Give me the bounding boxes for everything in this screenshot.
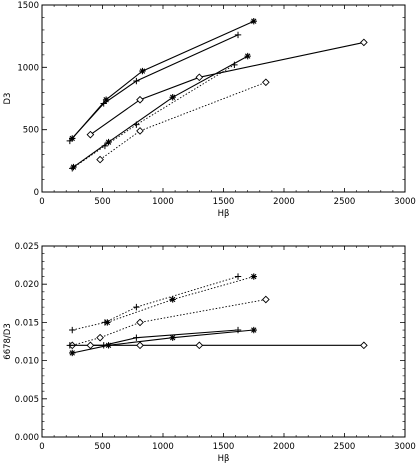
data-point-plus — [133, 77, 140, 85]
x-tick-label: 0 — [39, 442, 44, 452]
x-axis-label: Hβ — [218, 454, 230, 464]
y-tick-label: 1000 — [17, 63, 39, 73]
data-point-plus — [133, 121, 140, 128]
y-tick-label: 0.025 — [15, 242, 39, 252]
bottom-chart: 0 500 1000 1500 2000 2500 3000 0.000 0.005 0.010 0… — [3, 242, 416, 464]
y-tick-label: 0 — [34, 188, 39, 198]
y-tick-label: 0.005 — [15, 395, 39, 405]
data-point-asterisk — [244, 52, 251, 60]
data-point-diamond — [262, 295, 270, 304]
series-line — [72, 64, 235, 169]
data-point-plus — [66, 137, 74, 145]
data-point-diamond — [136, 95, 144, 104]
x-tick-label: 1500 — [213, 197, 235, 207]
data-point-diamond — [360, 38, 368, 47]
data-point-asterisk — [139, 67, 146, 75]
series-4 — [70, 52, 251, 171]
x-tick-label: 2500 — [334, 197, 356, 207]
data-point-diamond — [195, 341, 204, 350]
x-tick-label: 2000 — [273, 442, 295, 452]
series-line — [99, 81, 267, 160]
data-point-plus — [133, 303, 140, 311]
data-point-plus — [100, 100, 107, 107]
y-axis-label: D3 — [3, 93, 13, 105]
data-point-asterisk — [70, 163, 77, 171]
data-point-asterisk — [250, 326, 257, 334]
series-6 — [86, 341, 368, 350]
x-tick-label: 1500 — [213, 442, 235, 452]
plot-frame — [41, 245, 406, 438]
data-point-plus — [101, 319, 109, 326]
x-tick-label: 3000 — [394, 197, 416, 207]
data-point-asterisk — [102, 96, 110, 103]
series-line — [107, 276, 254, 323]
data-point-plus — [231, 61, 238, 69]
x-tick-label: 2000 — [273, 197, 295, 207]
series-2 — [69, 273, 242, 334]
y-tick-label: 1500 — [17, 1, 39, 11]
data-point-diamond — [360, 341, 368, 350]
y-axis-label: 6678/D3 — [3, 323, 13, 359]
series-line — [72, 276, 239, 331]
data-point-diamond — [96, 333, 104, 342]
series-line — [72, 329, 254, 354]
data-point-asterisk — [250, 18, 257, 25]
data-point-plus — [69, 165, 76, 172]
series-line — [90, 41, 365, 136]
data-point-diamond — [86, 130, 95, 139]
x-tick-label: 1000 — [152, 197, 174, 207]
y-tick-label: 0.015 — [15, 318, 39, 328]
data-point-diamond — [86, 341, 95, 350]
series-3 — [86, 38, 368, 139]
data-point-plus — [66, 342, 74, 349]
x-tick-label: 2500 — [334, 442, 356, 452]
x-tick-label: 500 — [94, 442, 110, 452]
series-3 — [68, 295, 270, 350]
series-line — [72, 299, 266, 346]
data-point-diamond — [96, 155, 104, 164]
data-point-diamond — [136, 127, 144, 135]
y-tick-label: 500 — [23, 126, 39, 136]
series-line — [71, 20, 255, 139]
data-point-asterisk — [169, 296, 176, 303]
data-point-asterisk — [69, 349, 76, 357]
data-point-diamond — [136, 341, 144, 350]
data-point-plus — [234, 31, 242, 39]
series-2 — [66, 31, 242, 145]
data-point-asterisk — [169, 334, 176, 341]
data-point-diamond — [195, 73, 204, 82]
data-point-diamond — [136, 318, 144, 327]
data-point-plus — [234, 273, 242, 280]
top-chart: 0 500 1000 1500 2000 2500 3000 0 500 1000 1500 Hβ D3 — [3, 1, 416, 219]
data-point-asterisk — [169, 94, 176, 101]
y-tick-label: 0.000 — [15, 433, 39, 443]
series-line — [73, 55, 248, 168]
x-tick-label: 3000 — [394, 442, 416, 452]
data-point-asterisk — [105, 138, 112, 146]
data-point-plus — [234, 326, 242, 334]
x-tick-label: 0 — [39, 197, 44, 207]
series-1 — [69, 18, 257, 142]
y-tick-label: 0.010 — [15, 357, 39, 367]
data-point-plus — [101, 142, 109, 150]
series-line — [69, 329, 239, 346]
x-tick-label: 500 — [94, 197, 110, 207]
series-6 — [96, 78, 270, 164]
data-point-asterisk — [250, 273, 257, 280]
data-point-diamond — [262, 78, 270, 87]
data-point-plus — [69, 326, 76, 334]
data-point-plus — [133, 334, 140, 341]
x-axis-label: Hβ — [218, 209, 230, 219]
y-tick-label: 0.020 — [15, 280, 39, 290]
x-tick-label: 1000 — [152, 442, 174, 452]
series-1 — [104, 273, 257, 326]
series-5 — [69, 61, 238, 172]
series-line — [69, 34, 239, 142]
